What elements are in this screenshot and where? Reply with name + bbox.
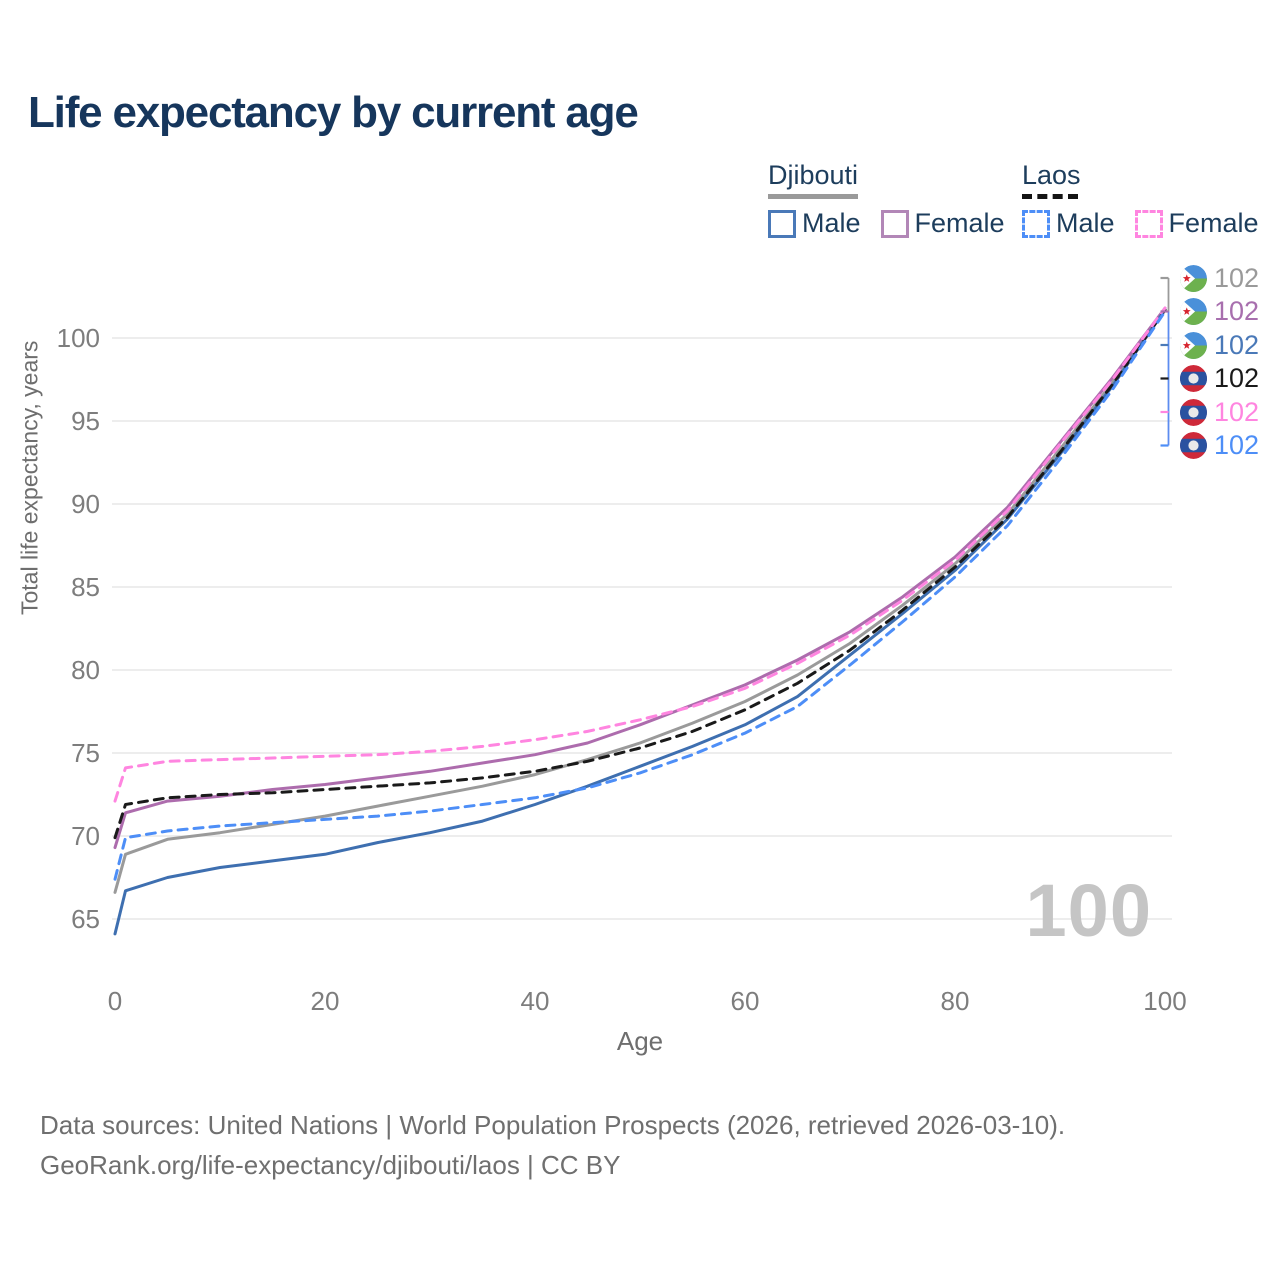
djibouti-flag-icon — [1180, 298, 1207, 325]
current-age-watermark: 100 — [1025, 869, 1152, 952]
checkbox-swatch-djibouti-male[interactable] — [768, 209, 796, 238]
checkbox-swatch-laos-male[interactable] — [1022, 209, 1050, 238]
legend-group-title-laos: Laos — [1022, 160, 1081, 190]
legend-group-title-djibouti: Djibouti — [768, 160, 859, 190]
laos-flag-icon — [1180, 432, 1207, 459]
y-axis-title: Total life expectancy, years — [16, 340, 43, 615]
footer: Data sources: United Nations | World Pop… — [40, 1105, 1065, 1185]
legend-underline-djibouti — [768, 194, 858, 199]
legend-group-laos: Laos Male Female — [1022, 160, 1259, 239]
x-tick-label: 20 — [310, 986, 340, 1016]
x-tick-label: 0 — [107, 986, 123, 1016]
series-line-djibouti-male — [113, 308, 1167, 936]
end-label-value: 102 — [1214, 363, 1260, 393]
series-line-djibouti-total — [113, 308, 1167, 894]
y-tick-label: 80 — [71, 655, 100, 685]
end-label-value: 102 — [1214, 396, 1260, 427]
end-label-laos-total: 102 — [1180, 365, 1259, 392]
end-label-value: 102 — [1214, 430, 1260, 460]
footer-attribution: GeoRank.org/life-expectancy/djibouti/lao… — [40, 1150, 621, 1180]
legend-item-label: Female — [914, 208, 1005, 238]
y-tick-label: 95 — [71, 406, 100, 436]
end-label-djibouti-female: 102 — [1180, 298, 1259, 325]
x-axis-title: Age — [616, 1026, 664, 1056]
series-line-djibouti-female — [113, 306, 1167, 850]
legend-item-laos-female[interactable]: Female — [1134, 208, 1259, 239]
legend-item-label: Male — [1056, 208, 1115, 238]
end-label-value: 102 — [1214, 262, 1260, 293]
series-line-laos-male — [113, 309, 1167, 881]
end-label-laos-female: 102 — [1180, 396, 1260, 427]
x-tick-label: 100 — [1143, 986, 1187, 1016]
legend-item-djibouti-female[interactable]: Female — [880, 208, 1005, 239]
end-label-value: 102 — [1214, 296, 1260, 326]
y-tick-label: 90 — [71, 489, 100, 519]
page-title: Life expectancy by current age — [28, 88, 639, 137]
footer-data-sources: Data sources: United Nations | World Pop… — [40, 1110, 1066, 1140]
djibouti-flag-icon — [1180, 264, 1207, 292]
y-tick-label: 70 — [71, 821, 100, 851]
laos-flag-icon — [1180, 365, 1207, 392]
x-tick-label: 80 — [940, 986, 970, 1016]
y-tick-label: 85 — [71, 572, 100, 602]
y-tick-label: 75 — [71, 738, 100, 768]
legend-item-djibouti-male[interactable]: Male — [768, 208, 861, 239]
checkbox-swatch-laos-female[interactable] — [1134, 209, 1163, 238]
x-tick-label: 60 — [730, 986, 760, 1016]
end-label-djibouti-total: 102 — [1180, 262, 1260, 293]
series-line-laos-female — [113, 306, 1167, 803]
y-tick-label: 100 — [56, 323, 100, 353]
legend-item-laos-male[interactable]: Male — [1022, 208, 1115, 239]
x-tick-label: 40 — [520, 986, 550, 1016]
legend-item-label: Female — [1168, 208, 1259, 238]
legend-group-djibouti: Djibouti Male Female — [768, 160, 1005, 239]
legend-item-label: Male — [802, 208, 861, 238]
end-label-value: 102 — [1214, 329, 1260, 360]
legend-underline-laos — [1022, 194, 1078, 199]
end-label-laos-male: 102 — [1180, 432, 1259, 459]
y-tick-label: 65 — [71, 904, 100, 934]
end-label-djibouti-male: 102 — [1180, 329, 1260, 360]
djibouti-flag-icon — [1180, 331, 1207, 359]
checkbox-swatch-djibouti-female[interactable] — [880, 209, 909, 238]
laos-flag-icon — [1180, 398, 1207, 426]
